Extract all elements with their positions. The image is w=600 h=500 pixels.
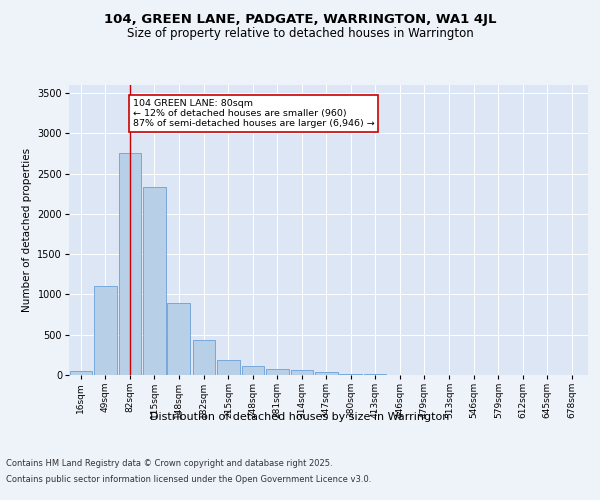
Text: 104, GREEN LANE, PADGATE, WARRINGTON, WA1 4JL: 104, GREEN LANE, PADGATE, WARRINGTON, WA… (104, 12, 496, 26)
Text: Distribution of detached houses by size in Warrington: Distribution of detached houses by size … (151, 412, 449, 422)
Bar (242, 366, 264, 375)
Text: Contains HM Land Registry data © Crown copyright and database right 2025.: Contains HM Land Registry data © Crown c… (6, 458, 332, 468)
Bar (167, 304, 190, 375)
Y-axis label: Number of detached properties: Number of detached properties (22, 148, 32, 312)
Bar (193, 340, 215, 375)
Bar (119, 152, 141, 375)
Bar (315, 372, 338, 375)
Bar (94, 286, 116, 375)
Text: Size of property relative to detached houses in Warrington: Size of property relative to detached ho… (127, 28, 473, 40)
Text: Contains public sector information licensed under the Open Government Licence v3: Contains public sector information licen… (6, 475, 371, 484)
Bar (340, 374, 362, 375)
Bar (266, 368, 289, 375)
Bar (290, 370, 313, 375)
Bar (70, 370, 92, 375)
Bar (143, 186, 166, 375)
Bar (364, 374, 386, 375)
Text: 104 GREEN LANE: 80sqm
← 12% of detached houses are smaller (960)
87% of semi-det: 104 GREEN LANE: 80sqm ← 12% of detached … (133, 98, 374, 128)
Bar (217, 360, 239, 375)
